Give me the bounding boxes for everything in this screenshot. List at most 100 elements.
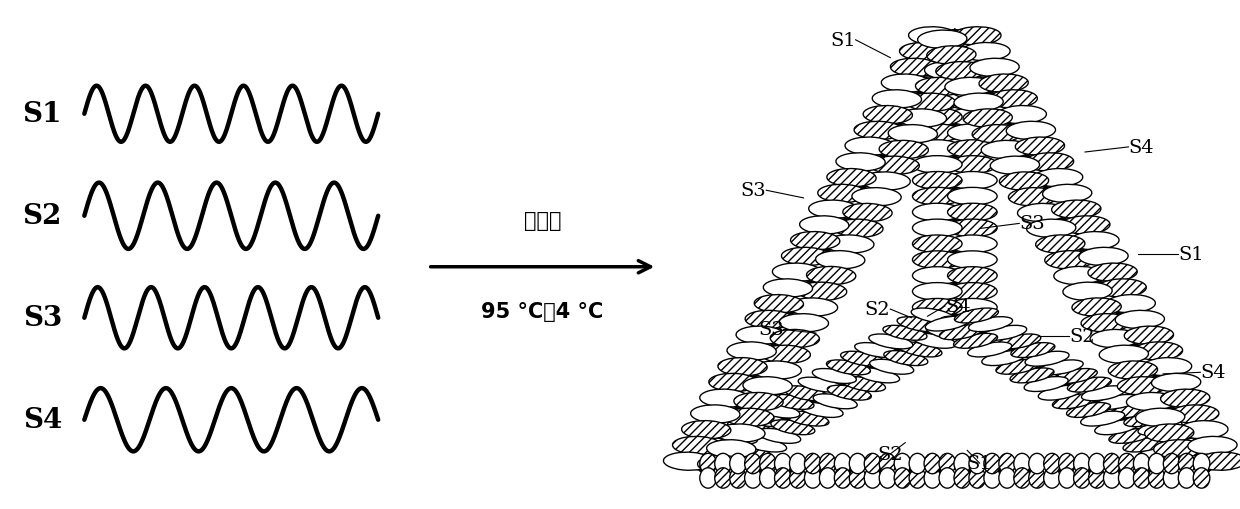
Ellipse shape	[841, 352, 884, 366]
Ellipse shape	[913, 140, 962, 158]
Ellipse shape	[1089, 468, 1105, 488]
Ellipse shape	[1148, 454, 1164, 474]
Ellipse shape	[699, 389, 749, 407]
Ellipse shape	[1151, 455, 1195, 469]
Ellipse shape	[1178, 468, 1195, 488]
Ellipse shape	[1063, 282, 1112, 301]
Ellipse shape	[947, 267, 997, 285]
Ellipse shape	[972, 125, 1022, 144]
Ellipse shape	[1180, 446, 1224, 461]
Ellipse shape	[781, 248, 831, 266]
Ellipse shape	[785, 411, 830, 426]
Ellipse shape	[925, 63, 973, 80]
Text: 95 °C，4 °C: 95 °C，4 °C	[481, 302, 604, 322]
Ellipse shape	[745, 468, 761, 488]
Ellipse shape	[1109, 429, 1153, 443]
Ellipse shape	[856, 368, 899, 383]
Ellipse shape	[906, 94, 956, 112]
Ellipse shape	[945, 78, 994, 96]
Ellipse shape	[725, 408, 774, 427]
Ellipse shape	[1045, 251, 1094, 269]
Ellipse shape	[1194, 455, 1239, 470]
Ellipse shape	[947, 77, 997, 95]
Ellipse shape	[836, 154, 885, 172]
Ellipse shape	[947, 283, 997, 301]
Ellipse shape	[913, 299, 962, 317]
Ellipse shape	[715, 424, 765, 442]
Ellipse shape	[1104, 468, 1120, 488]
Ellipse shape	[963, 109, 1012, 128]
Ellipse shape	[1179, 421, 1228, 439]
Ellipse shape	[699, 438, 743, 453]
Ellipse shape	[1008, 188, 1058, 206]
Ellipse shape	[1118, 454, 1135, 474]
Ellipse shape	[1066, 403, 1111, 417]
Ellipse shape	[812, 369, 857, 384]
Ellipse shape	[980, 75, 1028, 93]
Ellipse shape	[1014, 468, 1030, 488]
Ellipse shape	[1110, 403, 1153, 418]
Ellipse shape	[1024, 154, 1074, 172]
Ellipse shape	[854, 343, 899, 358]
Ellipse shape	[849, 468, 866, 488]
Ellipse shape	[954, 454, 971, 474]
Ellipse shape	[1011, 368, 1054, 383]
Ellipse shape	[872, 91, 921, 109]
Ellipse shape	[1133, 454, 1149, 474]
Text: S2: S2	[864, 300, 890, 319]
Ellipse shape	[1043, 185, 1092, 203]
Ellipse shape	[954, 468, 971, 488]
Ellipse shape	[835, 468, 851, 488]
Ellipse shape	[879, 468, 895, 488]
Ellipse shape	[1136, 408, 1184, 427]
Ellipse shape	[988, 91, 1038, 109]
Ellipse shape	[1163, 468, 1180, 488]
Ellipse shape	[714, 468, 732, 488]
Ellipse shape	[843, 204, 892, 222]
Ellipse shape	[1167, 438, 1210, 453]
Ellipse shape	[861, 173, 910, 191]
Ellipse shape	[947, 299, 997, 317]
Ellipse shape	[671, 455, 715, 470]
Ellipse shape	[1152, 374, 1200, 392]
Ellipse shape	[926, 325, 970, 340]
Ellipse shape	[663, 453, 713, 470]
Ellipse shape	[1188, 437, 1238, 455]
Ellipse shape	[924, 468, 941, 488]
Ellipse shape	[899, 43, 949, 62]
Ellipse shape	[1029, 468, 1045, 488]
Ellipse shape	[1125, 326, 1173, 345]
Ellipse shape	[939, 454, 956, 474]
Ellipse shape	[1133, 468, 1149, 488]
Text: S3: S3	[740, 182, 766, 200]
Ellipse shape	[864, 468, 880, 488]
Ellipse shape	[913, 109, 962, 126]
Ellipse shape	[879, 141, 929, 159]
Ellipse shape	[996, 359, 1040, 375]
Ellipse shape	[1074, 468, 1090, 488]
Ellipse shape	[947, 172, 997, 190]
Ellipse shape	[863, 106, 913, 124]
Ellipse shape	[1025, 352, 1069, 366]
Ellipse shape	[728, 420, 771, 435]
Ellipse shape	[1014, 454, 1030, 474]
Ellipse shape	[800, 216, 849, 235]
Text: S4: S4	[22, 407, 62, 433]
Ellipse shape	[1193, 454, 1210, 474]
Ellipse shape	[729, 454, 746, 474]
Ellipse shape	[947, 188, 997, 206]
Ellipse shape	[1169, 405, 1219, 423]
Ellipse shape	[1118, 468, 1135, 488]
Ellipse shape	[1087, 264, 1137, 281]
Ellipse shape	[1123, 437, 1167, 452]
Ellipse shape	[791, 232, 839, 250]
Ellipse shape	[756, 403, 800, 418]
Ellipse shape	[805, 468, 821, 488]
Ellipse shape	[813, 394, 857, 409]
Ellipse shape	[743, 377, 792, 395]
Ellipse shape	[1117, 377, 1167, 395]
Ellipse shape	[826, 360, 870, 375]
Ellipse shape	[779, 314, 828, 332]
Ellipse shape	[1054, 267, 1104, 285]
Ellipse shape	[947, 61, 997, 79]
